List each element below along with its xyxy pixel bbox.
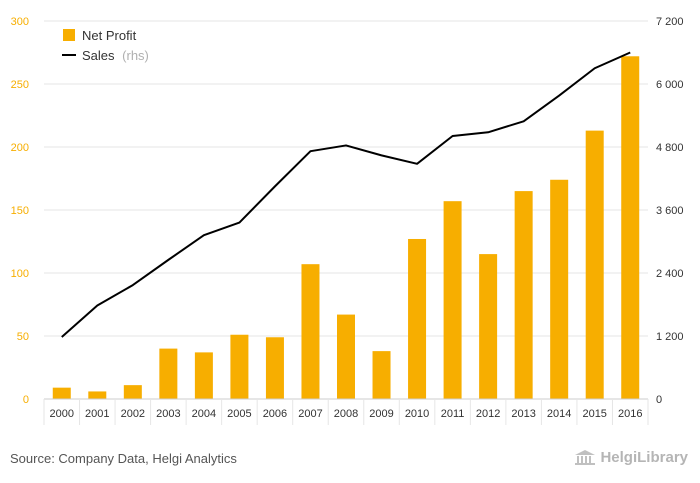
- bar-net-profit: [52, 387, 71, 399]
- right-tick-label: 4 800: [656, 142, 684, 154]
- x-tick-label: 2009: [369, 408, 393, 420]
- right-tick-label: 3 600: [656, 205, 684, 217]
- bar-net-profit: [479, 254, 498, 399]
- bar-net-profit: [585, 130, 604, 399]
- legend-label-sales: Sales (rhs): [82, 48, 149, 63]
- x-tick-label: 2002: [121, 408, 145, 420]
- brand-name: HelgiLibrary: [600, 449, 688, 466]
- left-tick-label: 0: [23, 394, 29, 406]
- legend-label-net-profit: Net Profit: [82, 28, 137, 43]
- sales-line-group: [61, 51, 631, 338]
- right-tick-label: 7 200: [656, 16, 684, 28]
- bar-net-profit: [265, 337, 284, 399]
- x-tick-label: 2004: [192, 408, 216, 420]
- x-tick-label: 2005: [227, 408, 251, 420]
- x-tick-label: 2001: [85, 408, 109, 420]
- net-profit-bars: [52, 56, 640, 399]
- bar-net-profit: [123, 385, 142, 399]
- left-tick-label: 300: [11, 16, 29, 28]
- x-tick-label: 2006: [263, 408, 287, 420]
- bar-net-profit: [88, 391, 107, 399]
- x-tick-label: 2014: [547, 408, 571, 420]
- left-tick-label: 100: [11, 268, 29, 280]
- x-tick-label: 2000: [50, 408, 74, 420]
- x-axis-ticks: 2000 2001 2002 2003 2004 2005 2006 2007 2008 2009…: [43, 398, 649, 425]
- left-tick-label: 200: [11, 142, 29, 154]
- x-tick-label: 2016: [618, 408, 642, 420]
- x-tick-label: 2007: [298, 408, 322, 420]
- bar-net-profit: [194, 352, 213, 399]
- bar-net-profit: [443, 201, 462, 399]
- left-tick-label: 150: [11, 205, 29, 217]
- bar-net-profit: [514, 191, 533, 399]
- gridlines: [44, 20, 648, 400]
- library-building-icon: [575, 449, 596, 465]
- left-tick-label: 250: [11, 79, 29, 91]
- source-note: Source: Company Data, Helgi Analytics: [10, 451, 237, 466]
- x-tick-label: 2015: [582, 408, 606, 420]
- left-tick-label: 50: [17, 331, 29, 343]
- bar-net-profit: [301, 264, 320, 399]
- right-tick-label: 2 400: [656, 268, 684, 280]
- x-tick-label: 2011: [441, 408, 465, 420]
- x-tick-label: 2003: [156, 408, 180, 420]
- legend: Net Profit Sales (rhs): [62, 28, 149, 63]
- bar-net-profit: [550, 179, 569, 399]
- bar-net-profit: [230, 334, 249, 399]
- bar-net-profit: [621, 56, 640, 399]
- legend-swatch-net-profit: [63, 29, 75, 41]
- bar-net-profit: [408, 238, 427, 399]
- bar-net-profit: [372, 351, 391, 399]
- left-axis-ticks: 0 50 100 150 200 250 300: [11, 16, 29, 406]
- right-tick-label: 6 000: [656, 79, 684, 91]
- sales-line: [61, 51, 631, 338]
- brand-logo: HelgiLibrary: [574, 449, 688, 466]
- right-axis-ticks: 0 1 200 2 400 3 600 4 800 6 000 7 200: [656, 16, 684, 406]
- combo-chart: 0 50 100 150 200 250 300 0 1 200 2 400 3 600 4 800…: [11, 16, 684, 425]
- x-tick-label: 2010: [405, 408, 429, 420]
- right-tick-label: 1 200: [656, 331, 684, 343]
- x-tick-label: 2008: [334, 408, 358, 420]
- bar-net-profit: [337, 314, 355, 399]
- bar-net-profit: [159, 348, 178, 399]
- legend-label-sales-suffix: (rhs): [122, 48, 149, 63]
- x-tick-label: 2012: [476, 408, 500, 420]
- x-tick-label: 2013: [511, 408, 535, 420]
- right-tick-label: 0: [656, 394, 662, 406]
- legend-label-sales-name: Sales: [82, 48, 115, 63]
